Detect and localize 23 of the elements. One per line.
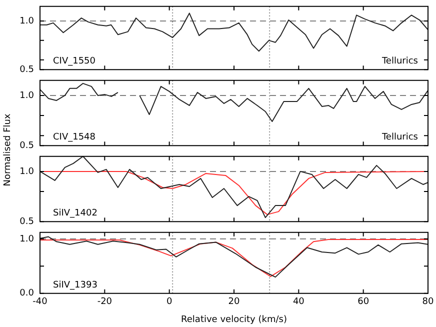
x-tick-label: -20 <box>97 297 112 308</box>
x-tick-label: 80 <box>422 297 434 308</box>
x-tick-label: 20 <box>228 297 240 308</box>
x-tick-label: -40 <box>32 297 48 308</box>
y-tick-label: 1.0 <box>20 234 34 244</box>
annotation: SiIV_1393 <box>53 280 98 290</box>
y-tick-label: 1.0 <box>20 90 34 101</box>
y-tick-label: 0.5 <box>20 140 34 151</box>
y-tick-label: 0.5 <box>20 64 34 75</box>
annotation: CIV_1548 <box>53 132 96 143</box>
annotation: CIV_1550 <box>53 56 96 67</box>
x-tick-label: 0 <box>166 297 172 308</box>
y-tick-label: 1.0 <box>20 166 34 177</box>
y-tick-label: 1.0 <box>20 16 34 26</box>
annotation: SiIV_1402 <box>53 208 98 219</box>
y-tick-label: 0.5 <box>20 216 34 227</box>
y-tick-label: 0.0 <box>20 288 34 299</box>
x-tick-label: 40 <box>292 297 305 308</box>
x-axis-title: Relative velocity (km/s) <box>181 314 287 325</box>
y-axis-title: Normalised Flux <box>3 114 13 186</box>
x-tick-label: 60 <box>358 297 370 308</box>
annotation: Tellurics <box>380 56 418 67</box>
annotation: Tellurics <box>380 132 418 143</box>
